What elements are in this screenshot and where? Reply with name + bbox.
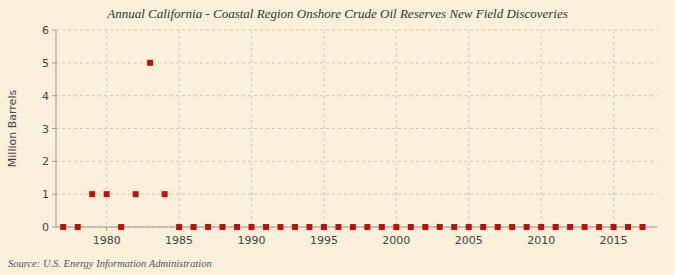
y-tick-label: 5 bbox=[42, 57, 49, 70]
point bbox=[118, 224, 124, 230]
source-note: Source: U.S. Energy Information Administ… bbox=[8, 258, 212, 269]
point bbox=[89, 191, 95, 197]
point bbox=[466, 224, 472, 230]
y-tick bbox=[52, 227, 56, 228]
point bbox=[60, 224, 66, 230]
point bbox=[191, 224, 197, 230]
y-grid-line bbox=[56, 95, 657, 96]
point bbox=[524, 224, 530, 230]
y-tick bbox=[52, 95, 56, 96]
point bbox=[538, 224, 544, 230]
x-tick-label: 2015 bbox=[600, 234, 628, 247]
point bbox=[321, 224, 327, 230]
x-grid-line bbox=[468, 30, 469, 227]
x-tick bbox=[106, 227, 107, 231]
point bbox=[379, 224, 385, 230]
point bbox=[205, 224, 211, 230]
point bbox=[553, 224, 559, 230]
point bbox=[582, 224, 588, 230]
y-grid-line bbox=[56, 30, 657, 31]
point bbox=[249, 224, 255, 230]
chart-container: 1980 1985 1990 1995 2000 2005 2010 2015 0 1 2 3 4 5 6 M… bbox=[0, 0, 675, 275]
y-tick bbox=[52, 161, 56, 162]
point bbox=[350, 224, 356, 230]
x-tick-label: 2010 bbox=[527, 234, 555, 247]
points bbox=[60, 60, 645, 230]
y-axis-label: Million Barrels bbox=[6, 90, 19, 168]
y-tick-label: 4 bbox=[42, 90, 49, 103]
point bbox=[104, 191, 110, 197]
point bbox=[567, 224, 573, 230]
point bbox=[640, 224, 646, 230]
y-tick-label: 3 bbox=[42, 123, 49, 136]
x-grid-line bbox=[323, 30, 324, 227]
x-tick-label: 1985 bbox=[165, 234, 193, 247]
y-tick bbox=[52, 30, 56, 31]
point bbox=[495, 224, 501, 230]
point bbox=[335, 224, 341, 230]
y-tick bbox=[52, 62, 56, 63]
point bbox=[277, 224, 283, 230]
point bbox=[408, 224, 414, 230]
y-grid-line bbox=[56, 194, 657, 195]
point bbox=[176, 224, 182, 230]
point bbox=[263, 224, 269, 230]
point bbox=[480, 224, 486, 230]
point bbox=[147, 60, 153, 66]
point bbox=[509, 224, 515, 230]
point bbox=[75, 224, 81, 230]
x-tick-label: 2000 bbox=[382, 234, 410, 247]
x-grid-line bbox=[396, 30, 397, 227]
title: Annual California - Coastal Region Onsho… bbox=[106, 6, 568, 21]
y-tick-label: 6 bbox=[42, 24, 49, 37]
y-grid-line bbox=[56, 227, 657, 228]
point bbox=[162, 191, 168, 197]
point bbox=[220, 224, 226, 230]
point bbox=[451, 224, 457, 230]
y-tick-label: 1 bbox=[42, 188, 49, 201]
axes: 1980 1985 1990 1995 2000 2005 2010 2015 0 1 2 3 4 5 6 bbox=[42, 24, 657, 247]
x-grid-line bbox=[613, 30, 614, 227]
x-grid-line bbox=[251, 30, 252, 227]
y-grid-line bbox=[56, 128, 657, 129]
point bbox=[133, 191, 139, 197]
y-grid-line bbox=[56, 62, 657, 63]
point bbox=[422, 224, 428, 230]
x-grid-line bbox=[106, 30, 107, 227]
x-tick-label: 1995 bbox=[310, 234, 338, 247]
point bbox=[625, 224, 631, 230]
point bbox=[234, 224, 240, 230]
point bbox=[437, 224, 443, 230]
point bbox=[292, 224, 298, 230]
x-tick-label: 2005 bbox=[455, 234, 483, 247]
x-grid-line bbox=[179, 30, 180, 227]
x-grid-line bbox=[541, 30, 542, 227]
grid bbox=[56, 30, 657, 227]
y-tick bbox=[52, 128, 56, 129]
point bbox=[596, 224, 602, 230]
point bbox=[364, 224, 370, 230]
y-grid-line bbox=[56, 161, 657, 162]
y-tick bbox=[52, 194, 56, 195]
point bbox=[306, 224, 312, 230]
chart-svg: 1980 1985 1990 1995 2000 2005 2010 2015 0 1 2 3 4 5 6 M… bbox=[0, 0, 675, 275]
point bbox=[611, 224, 617, 230]
y-tick-label: 2 bbox=[42, 155, 49, 168]
x-axis-line bbox=[56, 227, 657, 228]
x-tick-label: 1990 bbox=[238, 234, 266, 247]
point bbox=[393, 224, 399, 230]
background bbox=[0, 0, 675, 275]
y-tick-label: 0 bbox=[42, 221, 49, 234]
x-tick-label: 1980 bbox=[93, 234, 121, 247]
